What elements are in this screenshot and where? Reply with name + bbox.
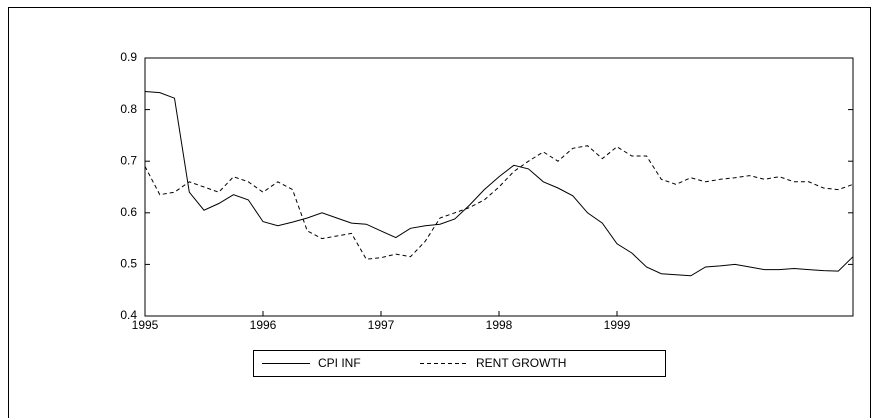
- y-tick-label: 0.9: [120, 50, 137, 64]
- outer-frame: [8, 7, 871, 418]
- legend-label: CPI INF: [318, 356, 361, 370]
- series-line: [144, 145, 854, 260]
- y-tick-label: 0.8: [120, 102, 137, 116]
- y-tick-label: 0.7: [120, 153, 137, 167]
- y-tick-label: 0.4: [120, 308, 137, 322]
- series-line: [144, 91, 854, 277]
- plot-frame: [144, 57, 854, 317]
- legend-label: RENT GROWTH: [476, 356, 566, 370]
- x-tick-label: 1996: [250, 318, 277, 332]
- legend-box: [253, 350, 666, 377]
- x-tick-label: 1998: [486, 318, 513, 332]
- y-tick-label: 0.5: [120, 257, 137, 271]
- x-tick-label: 1999: [604, 318, 631, 332]
- x-tick-label: 1995: [132, 318, 159, 332]
- x-tick-label: 1997: [368, 318, 395, 332]
- y-tick-label: 0.6: [120, 205, 137, 219]
